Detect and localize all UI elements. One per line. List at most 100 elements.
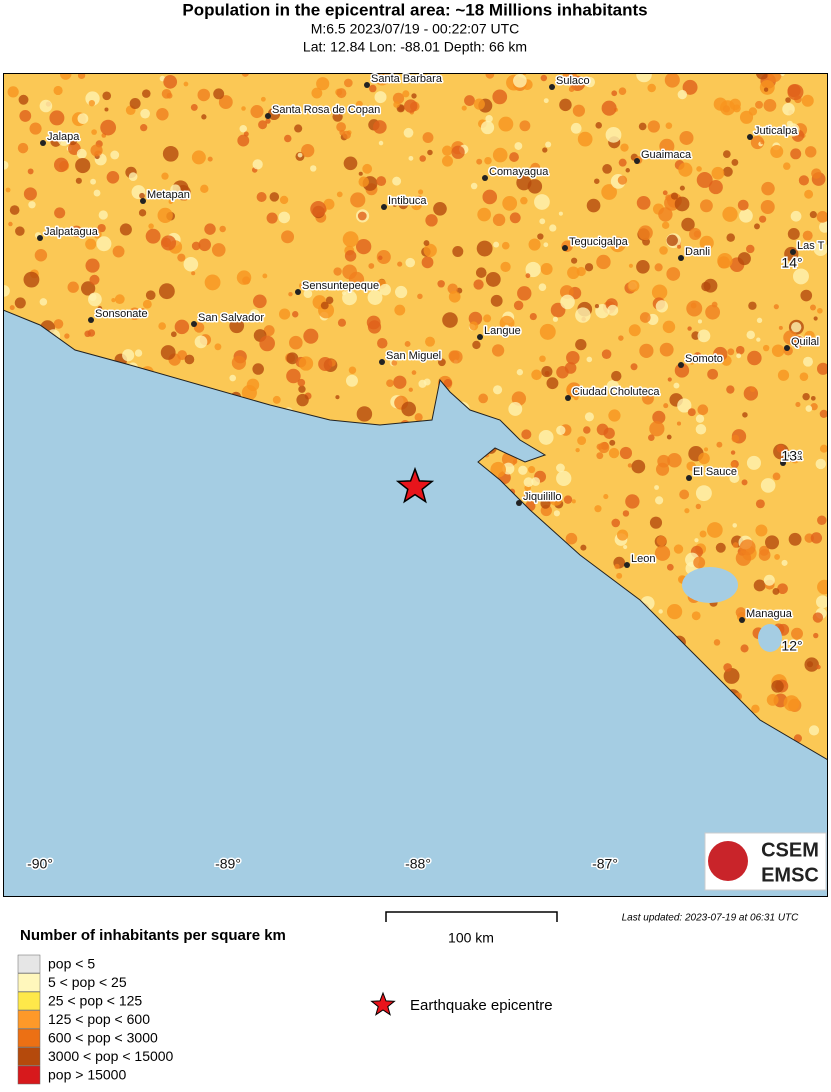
texture <box>119 223 132 236</box>
texture <box>697 319 702 324</box>
texture <box>490 461 506 478</box>
texture <box>75 157 91 174</box>
texture <box>628 263 633 268</box>
texture <box>408 155 414 161</box>
texture <box>516 369 524 376</box>
texture <box>539 355 546 363</box>
texture <box>422 132 434 144</box>
texture <box>791 627 803 640</box>
texture <box>693 556 706 569</box>
texture <box>596 452 604 460</box>
texture <box>540 263 553 275</box>
city-dot <box>140 198 146 204</box>
texture <box>616 572 623 579</box>
texture <box>606 380 619 393</box>
texture <box>8 221 13 227</box>
texture <box>397 261 403 267</box>
texture <box>695 485 712 502</box>
texture <box>362 163 373 174</box>
texture <box>183 81 189 87</box>
texture <box>609 439 616 446</box>
texture <box>556 470 572 487</box>
texture <box>636 260 650 274</box>
texture <box>605 126 622 143</box>
city-label: Metapan <box>147 189 190 201</box>
texture <box>684 508 690 514</box>
texture <box>248 309 261 321</box>
texture <box>655 300 669 313</box>
texture <box>543 242 549 248</box>
texture <box>711 301 718 308</box>
texture <box>379 283 391 296</box>
texture <box>358 176 370 188</box>
texture <box>452 245 464 257</box>
texture <box>260 96 266 102</box>
texture <box>112 245 125 258</box>
texture <box>259 335 275 352</box>
texture <box>662 221 670 229</box>
texture <box>100 119 117 136</box>
texture <box>601 184 617 200</box>
texture <box>788 532 802 546</box>
texture <box>763 574 775 586</box>
texture <box>537 233 544 240</box>
texture <box>200 184 209 194</box>
texture <box>580 544 587 551</box>
texture <box>89 274 100 285</box>
texture <box>190 103 198 111</box>
texture <box>759 545 770 556</box>
texture <box>477 207 492 222</box>
texture <box>197 88 211 102</box>
texture <box>617 175 628 185</box>
city-label: Comayagua <box>489 166 549 178</box>
texture <box>666 603 683 620</box>
texture <box>5 187 11 193</box>
texture <box>170 331 177 338</box>
texture <box>343 78 353 88</box>
texture <box>403 99 418 113</box>
texture <box>278 308 291 320</box>
city-label: Las T <box>797 240 825 252</box>
texture <box>735 607 747 618</box>
texture <box>156 107 169 121</box>
city-dot <box>516 500 522 506</box>
texture <box>67 281 79 293</box>
city-dot <box>739 617 745 623</box>
texture <box>184 354 195 365</box>
texture <box>686 300 703 317</box>
texture <box>584 263 594 272</box>
texture <box>563 495 573 504</box>
texture <box>737 252 751 266</box>
texture <box>804 189 814 199</box>
texture <box>771 344 785 357</box>
texture <box>666 434 672 440</box>
texture <box>198 238 212 252</box>
texture <box>791 322 802 333</box>
texture <box>575 447 580 453</box>
texture <box>778 325 783 330</box>
texture <box>528 466 536 474</box>
texture <box>417 293 423 300</box>
epicentre-star <box>395 466 435 504</box>
texture <box>608 447 620 459</box>
lat-label: 12° <box>781 638 802 654</box>
legend-title: Number of inhabitants per square km <box>20 927 286 944</box>
logo-text: CSEM <box>761 839 819 861</box>
texture <box>88 100 96 107</box>
texture <box>298 385 306 393</box>
texture <box>567 266 580 280</box>
texture <box>204 274 221 291</box>
texture <box>241 385 257 401</box>
texture <box>804 330 815 342</box>
texture <box>689 227 702 241</box>
texture <box>803 356 813 367</box>
texture <box>441 155 453 167</box>
texture <box>611 90 618 97</box>
texture <box>802 392 810 401</box>
texture <box>596 423 609 436</box>
texture <box>767 73 782 83</box>
texture <box>411 199 423 211</box>
texture <box>294 124 303 133</box>
texture <box>523 477 534 488</box>
texture <box>628 324 641 337</box>
